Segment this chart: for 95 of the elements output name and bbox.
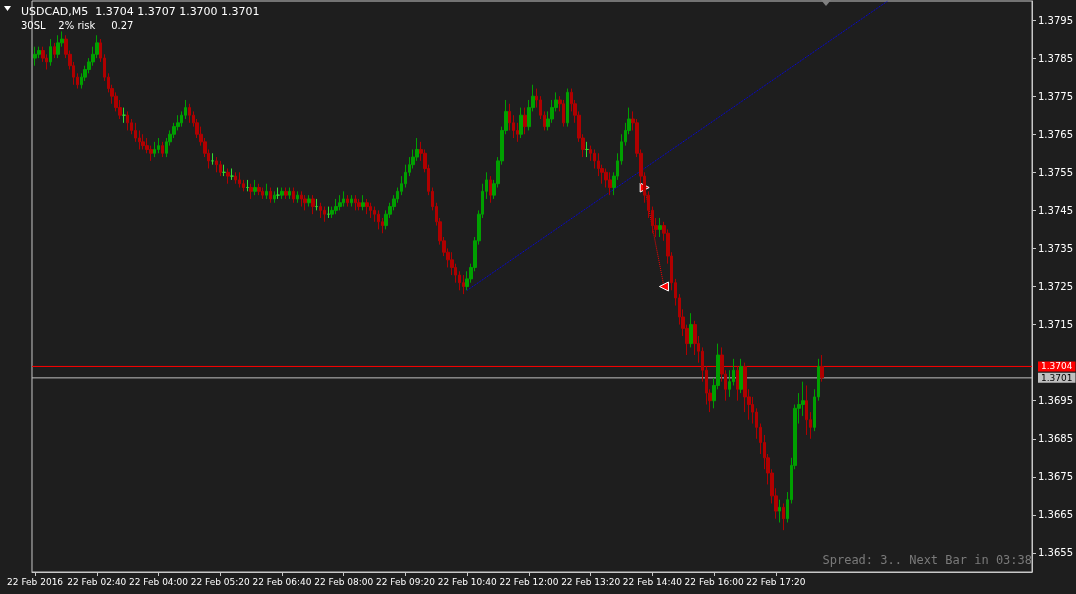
x-tick-label: 22 Feb 09:20 (375, 576, 436, 587)
x-tick-label: 22 Feb 06:40 (252, 576, 312, 587)
candlestick (307, 194, 311, 208)
x-tick-label: 22 Feb 2016 (7, 576, 64, 587)
candlestick (300, 190, 303, 208)
y-tick-label: 1.3775 (1038, 90, 1074, 102)
candlestick (338, 194, 342, 211)
candlestick (273, 190, 276, 204)
candlestick (238, 171, 241, 189)
candlestick (323, 206, 326, 223)
candlestick (33, 46, 37, 67)
candlestick (249, 183, 253, 200)
candlestick (280, 187, 284, 200)
candlestick (523, 107, 527, 135)
x-tick-label: 22 Feb 17:20 (746, 576, 806, 587)
candlestick (566, 88, 569, 128)
chart-title: USDCAD,M5 1.3704 1.3707 1.3700 1.3701 (21, 5, 260, 18)
candlestick (126, 110, 129, 131)
candlestick (365, 198, 369, 215)
candlestick (153, 141, 156, 158)
candlestick (188, 103, 191, 124)
candlestick (288, 187, 291, 200)
candlestick (226, 167, 230, 185)
x-tick-label: 22 Feb 16:00 (684, 576, 744, 587)
candlestick (346, 194, 349, 208)
candlestick (122, 107, 126, 124)
candlestick (357, 198, 361, 211)
y-tick-label: 1.3675 (1038, 471, 1074, 483)
y-tick-label: 1.3735 (1038, 242, 1074, 254)
candlestick (215, 156, 218, 173)
x-tick-label: 22 Feb 13:20 (561, 576, 621, 587)
candlestick (265, 183, 268, 200)
y-tick-label: 1.3725 (1038, 281, 1074, 292)
candlestick (820, 354, 824, 383)
candlestick (689, 312, 693, 348)
candlestick (296, 190, 299, 204)
candlestick (311, 194, 315, 215)
y-tick-label: 1.3695 (1038, 395, 1074, 407)
candlestick (369, 202, 372, 219)
candlestick (805, 384, 808, 436)
x-tick-label: 22 Feb 05:20 (190, 576, 251, 587)
candlestick (253, 179, 257, 196)
candlestick (585, 141, 589, 158)
candlestick (257, 183, 261, 196)
candlestick (219, 160, 222, 177)
candlestick (489, 175, 492, 204)
candlestick (739, 358, 743, 394)
candlestick (49, 38, 52, 67)
y-tick-label: 1.3655 (1038, 547, 1074, 559)
candlestick (53, 42, 56, 59)
x-tick-label: 22 Feb 14:40 (622, 576, 683, 587)
ref-line-label: 1.3704 (1041, 361, 1073, 372)
candlestick (361, 194, 365, 211)
ref-line-label: 1.3701 (1041, 372, 1073, 383)
candlestick (319, 202, 322, 219)
candlestick (141, 133, 145, 150)
candlestick (157, 137, 160, 154)
x-tick-label: 22 Feb 10:40 (437, 576, 497, 587)
y-tick-label: 1.3715 (1038, 319, 1074, 331)
candlestick (658, 217, 662, 238)
candlestick (303, 194, 307, 211)
candlestick (334, 198, 338, 215)
y-tick-label: 1.3765 (1038, 128, 1074, 140)
candlestick (350, 194, 353, 208)
candlestick (462, 274, 465, 295)
candlestick (782, 502, 785, 531)
x-tick-label: 22 Feb 12:00 (499, 576, 559, 587)
y-tick-label: 1.3665 (1038, 509, 1074, 521)
candlestick (284, 187, 288, 200)
annotation: Spread: 3.. Next Bar in 03:38 (822, 553, 1032, 567)
y-tick-label: 1.3685 (1038, 433, 1074, 445)
candlestick (269, 187, 272, 204)
candlestick (292, 187, 295, 204)
y-tick-label: 1.3795 (1038, 14, 1074, 26)
candlestick (230, 167, 234, 181)
candlestick (377, 209, 380, 230)
candlestick (354, 194, 357, 211)
candlestick (519, 107, 523, 139)
candlestick (608, 171, 612, 196)
x-tick-label: 22 Feb 04:00 (129, 576, 189, 587)
x-tick-label: 22 Feb 02:40 (67, 576, 127, 587)
candlestick (261, 187, 264, 200)
candlestick (161, 141, 164, 158)
candlestick (234, 171, 237, 185)
candlestick (342, 190, 345, 208)
candlestick (736, 365, 739, 402)
candlestick (211, 152, 214, 166)
text: 30SL 2% risk 0.27 (21, 19, 134, 31)
candlestick (56, 34, 60, 59)
y-tick-label: 1.3745 (1038, 204, 1074, 216)
candlestick (562, 99, 565, 128)
candlestick (778, 499, 781, 524)
y-tick-label: 1.3755 (1038, 166, 1074, 178)
x-tick-label: 22 Feb 08:00 (314, 576, 374, 587)
y-tick-label: 1.3785 (1038, 52, 1074, 64)
